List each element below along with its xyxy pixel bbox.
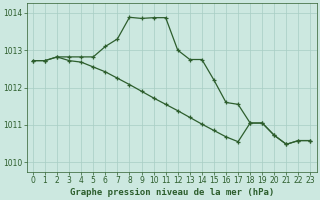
- X-axis label: Graphe pression niveau de la mer (hPa): Graphe pression niveau de la mer (hPa): [69, 188, 274, 197]
